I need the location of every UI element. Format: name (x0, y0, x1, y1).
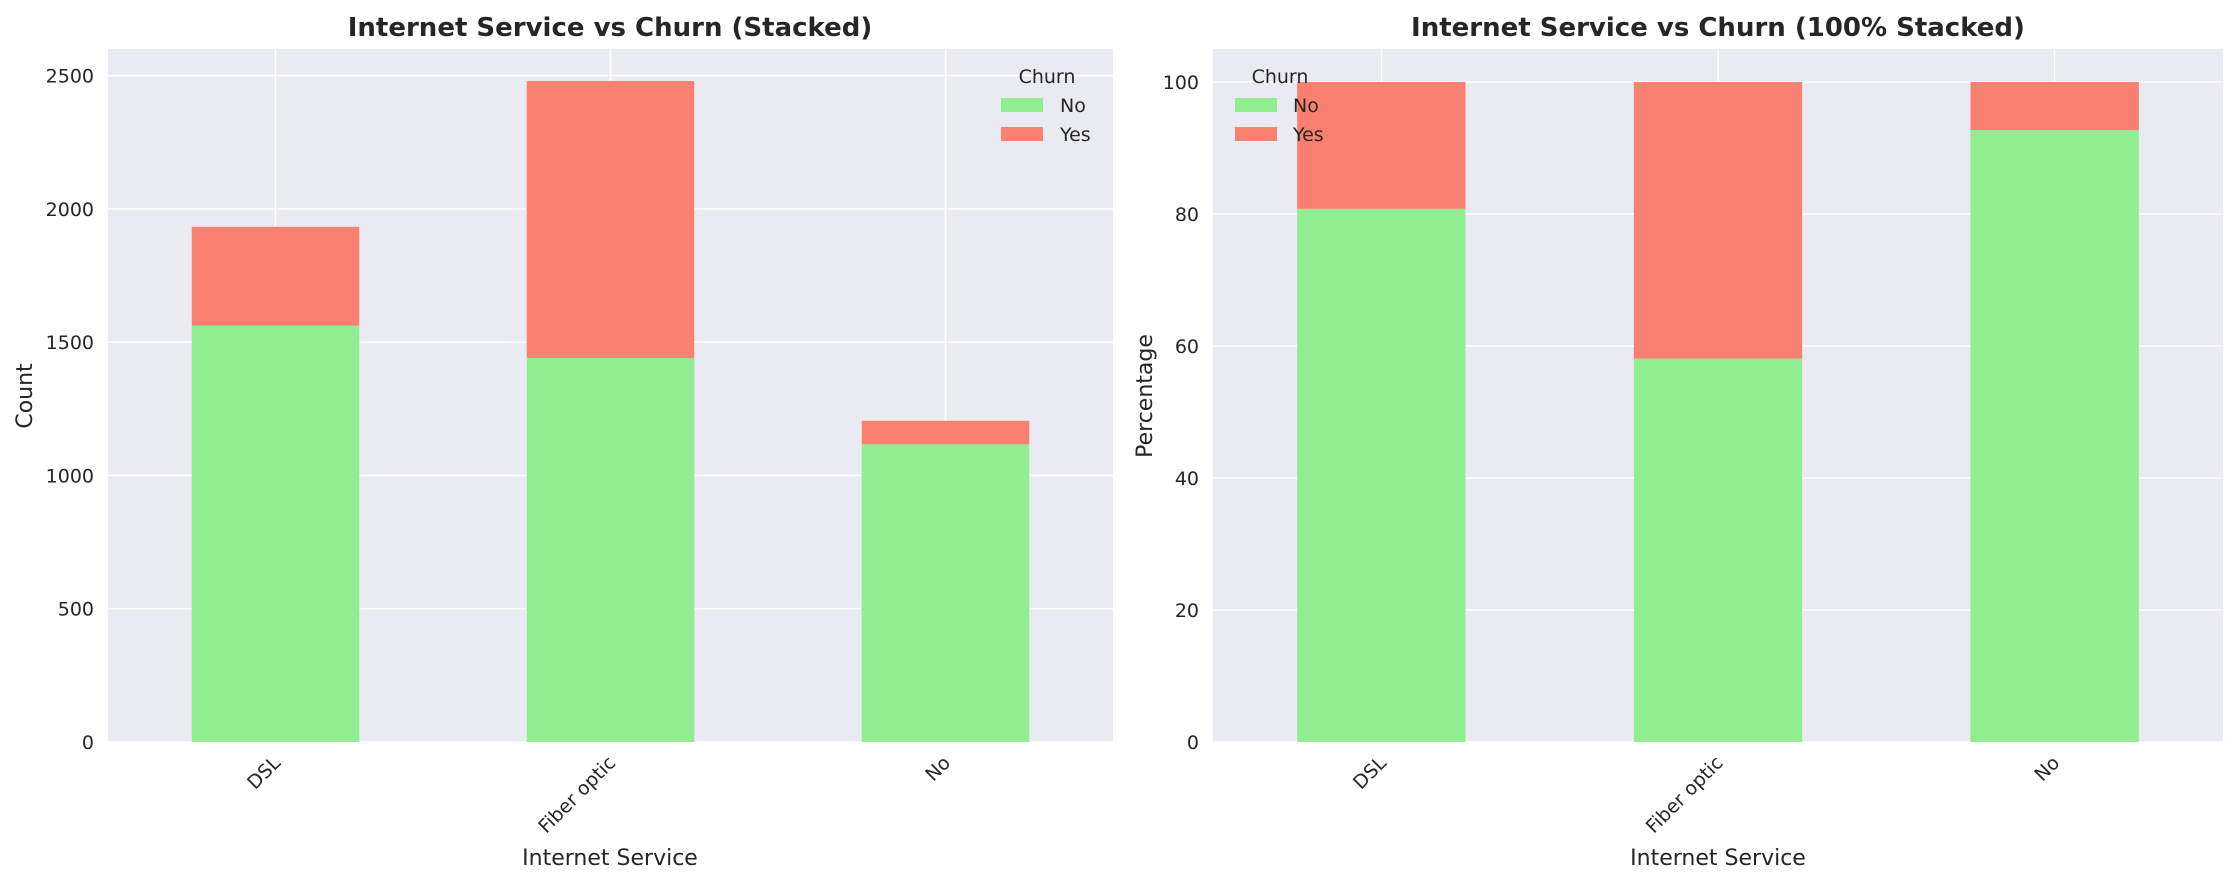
x-axis-label: Internet Service (1630, 846, 1806, 871)
y-tick-label-20: 20 (1175, 600, 1199, 622)
legend-label-no: No (1060, 95, 1086, 117)
y-axis-label: Count (13, 363, 38, 429)
bar-no-yes (1970, 82, 2139, 131)
y-tick-label-500: 500 (58, 599, 94, 621)
x-tick-label-dsl: DSL (1349, 752, 1391, 794)
bar-fiber-optic-yes (526, 80, 695, 358)
bar-dsl-yes (191, 226, 360, 326)
bar-no-yes (861, 420, 1030, 445)
chart-stacked-count: 0 500 1000 1500 2000 2500 DSL Fiber optic No In… (13, 13, 1113, 871)
x-tick-label-no: No (921, 752, 955, 786)
y-axis-label: Percentage (1133, 334, 1158, 458)
chart-percent-stacked: 0 20 40 60 80 100 DSL Fiber optic No Internet S… (1133, 13, 2223, 871)
x-ticks: DSL Fiber optic No (243, 752, 955, 838)
x-tick-label-fiber-optic: Fiber optic (534, 752, 620, 838)
bar-dsl-no (1297, 208, 1466, 743)
bar-dsl-yes (1297, 82, 1466, 209)
legend-swatch-yes (1001, 127, 1043, 141)
y-ticks: 0 20 40 60 80 100 (1163, 72, 1199, 754)
x-ticks: DSL Fiber optic No (1349, 752, 2064, 838)
y-tick-label-0: 0 (1187, 732, 1199, 754)
bars (1297, 82, 2139, 743)
legend-swatch-no (1001, 98, 1043, 112)
legend-label-yes: Yes (1292, 124, 1324, 146)
chart-title: Internet Service vs Churn (100% Stacked) (1411, 13, 2025, 43)
bars (191, 80, 1030, 742)
x-tick-label-dsl: DSL (243, 752, 285, 794)
bar-dsl-no (191, 325, 360, 742)
bar-fiber-optic-yes (1633, 82, 1803, 359)
y-tick-label-40: 40 (1175, 468, 1199, 490)
y-tick-label-1500: 1500 (46, 332, 94, 354)
legend-label-no: No (1293, 95, 1319, 117)
y-tick-label-0: 0 (82, 732, 94, 754)
chart-title: Internet Service vs Churn (Stacked) (348, 13, 873, 43)
legend-title: Churn (1252, 66, 1309, 88)
x-tick-label-no: No (2030, 752, 2064, 786)
legend-swatch-yes (1235, 127, 1277, 141)
y-tick-label-2000: 2000 (46, 199, 94, 221)
y-tick-label-2500: 2500 (46, 66, 94, 88)
legend-title: Churn (1019, 66, 1076, 88)
bar-no-no (1970, 130, 2139, 742)
x-tick-label-fiber-optic: Fiber optic (1642, 752, 1728, 838)
bar-fiber-optic-no (1633, 358, 1803, 742)
y-tick-label-60: 60 (1175, 336, 1199, 358)
x-axis-label: Internet Service (522, 846, 698, 871)
bar-fiber-optic-no (526, 357, 695, 742)
bar-no-no (861, 444, 1030, 742)
y-tick-label-1000: 1000 (46, 465, 94, 487)
legend-label-yes: Yes (1059, 124, 1091, 146)
y-tick-label-80: 80 (1175, 204, 1199, 226)
legend: Churn No Yes (1235, 66, 1324, 146)
legend: Churn No Yes (1001, 66, 1091, 146)
legend-swatch-no (1235, 98, 1277, 112)
y-ticks: 0 500 1000 1500 2000 2500 (46, 66, 94, 754)
y-tick-label-100: 100 (1163, 72, 1199, 94)
